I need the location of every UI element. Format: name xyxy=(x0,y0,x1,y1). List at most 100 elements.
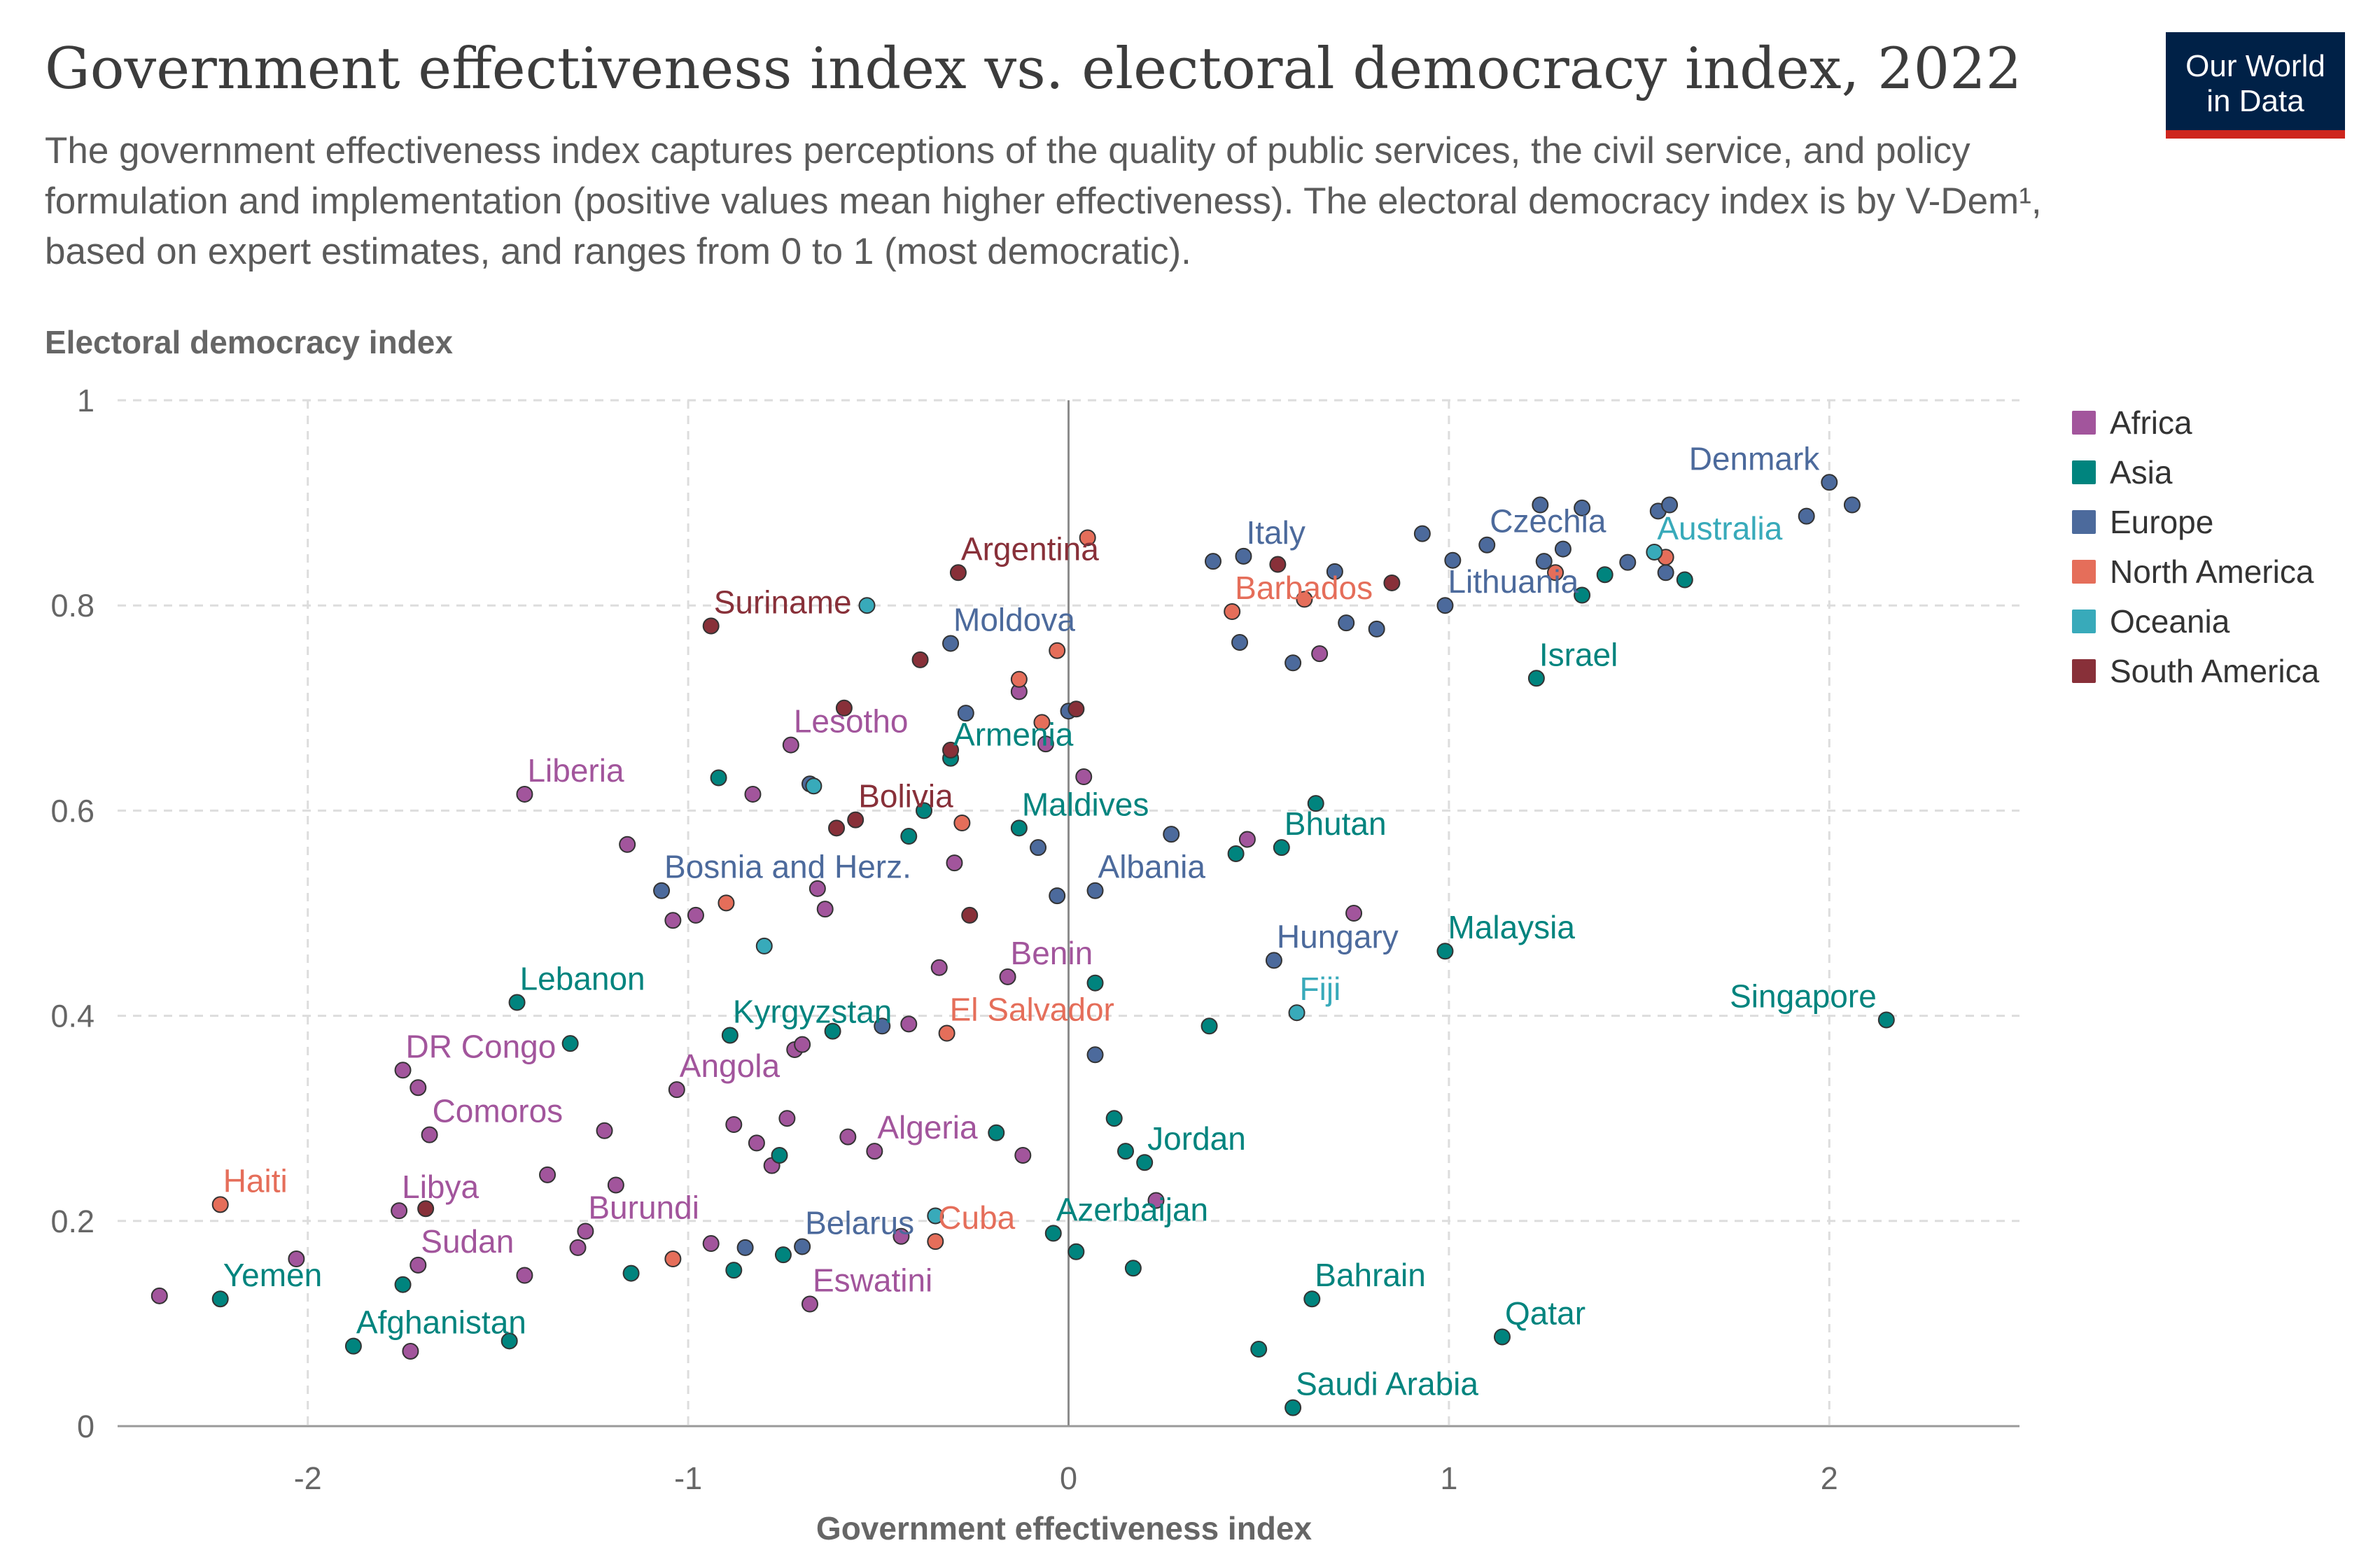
data-point[interactable] xyxy=(410,1079,427,1097)
data-point[interactable] xyxy=(1231,633,1249,651)
data-point[interactable] xyxy=(1843,496,1861,514)
data-point[interactable] xyxy=(500,1332,518,1350)
data-point[interactable] xyxy=(687,906,704,924)
data-point[interactable] xyxy=(596,1122,613,1139)
data-point[interactable] xyxy=(1493,1328,1511,1346)
data-point[interactable] xyxy=(1227,845,1245,862)
data-point[interactable] xyxy=(288,1251,305,1268)
data-point[interactable] xyxy=(1079,529,1096,547)
data-point[interactable] xyxy=(725,1262,743,1279)
data-point[interactable] xyxy=(1014,1146,1032,1164)
data-point[interactable] xyxy=(1547,564,1564,582)
data-point[interactable] xyxy=(748,1134,765,1152)
data-point[interactable] xyxy=(1204,553,1222,570)
data-point[interactable] xyxy=(394,1276,412,1293)
legend-item[interactable]: Africa xyxy=(2072,397,2319,447)
data-point[interactable] xyxy=(801,1295,818,1313)
data-point[interactable] xyxy=(1877,1011,1895,1029)
data-point[interactable] xyxy=(1086,1046,1104,1064)
data-point[interactable] xyxy=(949,564,967,582)
data-point[interactable] xyxy=(866,1143,883,1160)
legend-item[interactable]: South America xyxy=(2072,646,2319,696)
data-point[interactable] xyxy=(211,1290,229,1308)
data-point[interactable] xyxy=(1284,1399,1302,1416)
data-point[interactable] xyxy=(824,1022,841,1040)
data-point[interactable] xyxy=(999,968,1016,985)
data-point[interactable] xyxy=(839,1128,857,1146)
data-point[interactable] xyxy=(1574,499,1591,516)
data-point[interactable] xyxy=(1136,1154,1154,1171)
data-point[interactable] xyxy=(1436,597,1454,614)
data-point[interactable] xyxy=(1235,547,1252,565)
data-point[interactable] xyxy=(847,811,864,829)
data-point[interactable] xyxy=(410,1256,427,1274)
data-point[interactable] xyxy=(782,736,799,754)
data-point[interactable] xyxy=(858,597,876,614)
data-point[interactable] xyxy=(702,1235,720,1253)
data-point[interactable] xyxy=(1147,1192,1165,1209)
data-point[interactable] xyxy=(211,1196,229,1213)
data-point[interactable] xyxy=(1288,1004,1306,1022)
data-point[interactable] xyxy=(805,777,822,795)
data-point[interactable] xyxy=(150,1287,168,1304)
data-point[interactable] xyxy=(1307,795,1324,812)
data-point[interactable] xyxy=(622,1264,640,1282)
data-point[interactable] xyxy=(1383,574,1401,591)
data-point[interactable] xyxy=(930,959,948,976)
data-point[interactable] xyxy=(561,1035,579,1052)
data-point[interactable] xyxy=(1049,642,1066,659)
data-point[interactable] xyxy=(664,912,682,929)
data-point[interactable] xyxy=(988,1124,1005,1141)
data-point[interactable] xyxy=(1124,1260,1142,1277)
data-point[interactable] xyxy=(1030,839,1047,857)
data-point[interactable] xyxy=(1303,1290,1321,1308)
data-point[interactable] xyxy=(1075,768,1093,786)
data-point[interactable] xyxy=(911,651,929,668)
data-point[interactable] xyxy=(942,635,960,652)
data-point[interactable] xyxy=(953,814,971,831)
data-point[interactable] xyxy=(1478,536,1496,554)
data-point[interactable] xyxy=(1200,1017,1218,1035)
data-point[interactable] xyxy=(808,880,826,897)
data-point[interactable] xyxy=(961,906,979,924)
data-point[interactable] xyxy=(653,882,671,899)
data-point[interactable] xyxy=(417,1200,435,1218)
data-point[interactable] xyxy=(607,1176,624,1194)
data-point[interactable] xyxy=(771,1146,788,1164)
data-point[interactable] xyxy=(1049,887,1066,905)
data-point[interactable] xyxy=(1444,551,1462,569)
data-point[interactable] xyxy=(1821,474,1838,491)
data-point[interactable] xyxy=(516,785,533,803)
data-point[interactable] xyxy=(718,894,735,912)
data-point[interactable] xyxy=(816,901,834,918)
data-point[interactable] xyxy=(569,1239,587,1256)
data-point[interactable] xyxy=(702,617,720,635)
data-point[interactable] xyxy=(1086,882,1104,899)
data-point[interactable] xyxy=(794,1036,811,1053)
data-point[interactable] xyxy=(1338,614,1355,632)
data-point[interactable] xyxy=(1619,554,1637,571)
data-point[interactable] xyxy=(1574,586,1591,604)
data-point[interactable] xyxy=(664,1251,682,1268)
data-point[interactable] xyxy=(1163,826,1180,843)
data-point[interactable] xyxy=(1646,543,1663,561)
data-point[interactable] xyxy=(1224,603,1241,620)
data-point[interactable] xyxy=(577,1223,594,1240)
data-point[interactable] xyxy=(957,705,974,722)
data-point[interactable] xyxy=(1068,700,1085,718)
data-point[interactable] xyxy=(778,1110,796,1127)
legend-item[interactable]: Oceania xyxy=(2072,596,2319,646)
data-point[interactable] xyxy=(402,1342,419,1360)
data-point[interactable] xyxy=(1037,735,1054,753)
data-point[interactable] xyxy=(927,1233,944,1251)
data-point[interactable] xyxy=(1311,645,1329,663)
data-point[interactable] xyxy=(755,937,773,954)
data-point[interactable] xyxy=(835,699,853,717)
data-point[interactable] xyxy=(927,1207,944,1225)
data-point[interactable] xyxy=(1010,819,1028,837)
data-point[interactable] xyxy=(1010,670,1028,688)
data-point[interactable] xyxy=(1296,591,1313,608)
data-point[interactable] xyxy=(1657,564,1674,582)
data-point[interactable] xyxy=(1326,563,1343,580)
data-point[interactable] xyxy=(619,836,636,853)
